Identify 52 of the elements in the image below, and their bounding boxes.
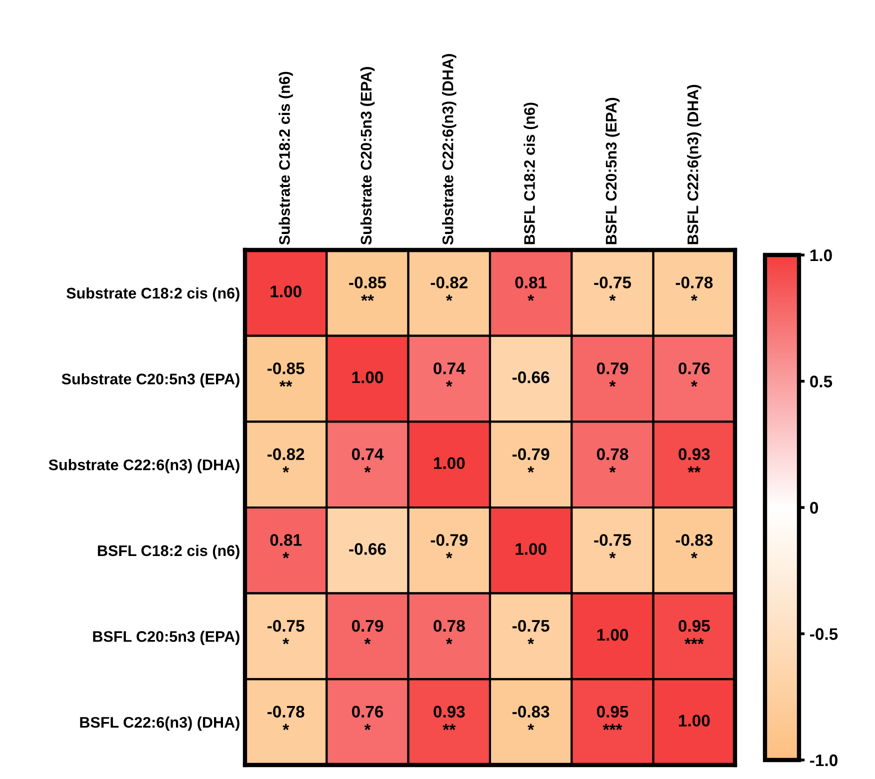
- data-label: 0.95 ***: [596, 706, 628, 730]
- y-tick-label: Substrate C20:5n3 (EPA): [62, 373, 240, 388]
- x-tick-label: BSFL C20:5n3 (EPA): [605, 98, 620, 244]
- data-label: 1.00: [434, 457, 465, 470]
- data-label: 0.78 *: [596, 448, 628, 473]
- y-tick-label: BSFL C22:6(n3) (DHA): [80, 716, 240, 731]
- data-label: -0.83 *: [512, 706, 550, 730]
- data-label: 0.79 *: [596, 362, 628, 387]
- color-bar-label: -0.5: [810, 628, 838, 640]
- data-label: 1.00: [270, 286, 302, 298]
- data-label: 1.00: [352, 371, 384, 384]
- data-label: 0.76 *: [352, 706, 384, 730]
- data-label: -0.66: [349, 543, 386, 555]
- color-bar-label: 1.0: [810, 249, 832, 262]
- data-label: -0.83 *: [676, 534, 713, 558]
- data-label: 0.74 *: [434, 362, 466, 387]
- data-label: 0.79 *: [352, 620, 384, 644]
- data-label: -0.75 *: [267, 620, 304, 644]
- data-label: 0.78 *: [434, 620, 465, 644]
- data-label: -0.82 *: [430, 276, 468, 301]
- data-label: -0.82 *: [267, 448, 304, 473]
- data-label: -0.75 *: [512, 620, 550, 644]
- data-label: 0.74 *: [352, 448, 384, 473]
- y-tick-label: BSFL C18:2 cis (n6): [98, 544, 240, 560]
- x-tick-label: Substrate C20:5n3 (EPA): [360, 67, 375, 245]
- data-label: -0.79 *: [430, 534, 468, 558]
- data-label: 1.00: [679, 714, 710, 727]
- y-tick-label: Substrate C22:6(n3) (DHA): [48, 459, 240, 474]
- y-tick-label: Substrate C18:2 cis (n6): [66, 287, 240, 302]
- y-tick-label: BSFL C20:5n3 (EPA): [93, 630, 240, 645]
- data-label: 0.93 **: [434, 706, 465, 730]
- data-label: 0.76 *: [678, 362, 710, 387]
- x-tick-label: BSFL C18:2 cis (n6): [524, 102, 538, 244]
- x-tick-label: BSFL C22:6(n3) (DHA): [687, 84, 702, 244]
- data-label: -0.75 *: [594, 534, 632, 558]
- data-label: -0.78 *: [676, 276, 713, 301]
- data-label: 0.81 *: [270, 534, 302, 558]
- data-label: -0.66: [512, 371, 550, 384]
- data-label: 1.00: [597, 628, 628, 641]
- data-label: 1.00: [516, 543, 546, 555]
- data-label: 0.95 ***: [678, 620, 710, 644]
- data-label: -0.78 *: [267, 706, 304, 730]
- color-bar-label: 0: [810, 502, 818, 514]
- data-label: -0.75 *: [594, 276, 632, 301]
- data-label: 0.93 **: [678, 448, 710, 473]
- data-label: 0.81 *: [515, 276, 547, 301]
- color-bar-label: 0.5: [810, 376, 832, 388]
- color-bar-label: -1.0: [810, 754, 838, 766]
- data-label: -0.85 **: [267, 362, 304, 387]
- data-label: -0.85 **: [349, 276, 386, 301]
- data-label: -0.79 *: [512, 448, 550, 473]
- x-tick-label: Substrate C22:6(n3) (DHA): [442, 54, 456, 245]
